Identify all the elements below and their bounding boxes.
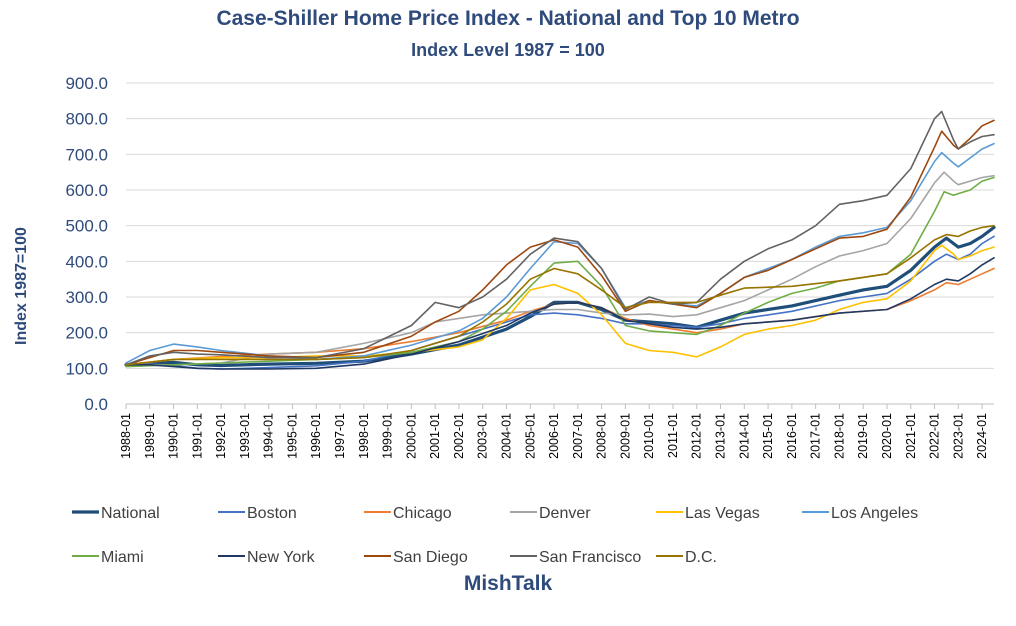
x-tick-label: 2005-01	[523, 413, 537, 459]
x-tick-label: 1994-01	[262, 413, 276, 459]
legend-label: San Francisco	[539, 549, 641, 566]
series-line-boston	[125, 235, 995, 370]
chart-title: Case-Shiller Home Price Index - National…	[216, 7, 799, 30]
x-tick-label: 2004-01	[499, 413, 513, 459]
x-tick-label: 2006-01	[547, 413, 561, 459]
x-tick-label: 2019-01	[856, 413, 870, 459]
series-line-national	[124, 225, 996, 368]
legend-label: National	[101, 505, 160, 522]
legend-label: Chicago	[393, 505, 452, 522]
x-tick-label: 2020-01	[880, 413, 894, 459]
legend-label: San Diego	[393, 549, 468, 566]
x-tick-label: 2015-01	[761, 413, 775, 459]
x-tick-label: 2022-01	[928, 413, 942, 459]
plot-area	[124, 110, 996, 370]
x-tick-label: 1991-01	[190, 413, 204, 459]
x-tick-label: 1988-01	[119, 413, 133, 459]
y-tick-label: 500.0	[65, 217, 108, 236]
series-line-new-york	[125, 256, 995, 370]
chart-subtitle: Index Level 1987 = 100	[411, 40, 605, 60]
x-tick-label: 2023-01	[951, 413, 965, 459]
x-tick-label: 1996-01	[309, 413, 323, 459]
x-tick-label: 2008-01	[595, 413, 609, 459]
series-line-denver	[125, 171, 995, 366]
x-tick-label: 2011-01	[666, 413, 680, 458]
x-tick-label: 1989-01	[143, 413, 157, 459]
y-tick-label: 700.0	[65, 145, 108, 164]
x-tick-label: 1997-01	[333, 413, 347, 459]
x-tick-label: 1995-01	[285, 413, 299, 459]
y-tick-label: 800.0	[65, 110, 108, 129]
y-tick-label: 900.0	[65, 74, 108, 93]
legend: National Boston Chicago Denver Las Vegas Los …	[72, 505, 918, 566]
x-tick-label: 2012-01	[690, 413, 704, 459]
x-tick-label: 2007-01	[571, 413, 585, 459]
x-tick-label: 1990-01	[167, 413, 181, 459]
legend-label: Boston	[247, 505, 297, 522]
x-tick-label: 1993-01	[238, 413, 252, 459]
y-tick-label: 100.0	[65, 359, 108, 378]
x-axis-ticks: 1988-01 1989-01 1990-01 1991-01 1992-01 1993-…	[119, 404, 989, 459]
x-tick-label: 2010-01	[642, 413, 656, 459]
legend-label: D.C.	[685, 549, 717, 566]
x-tick-label: 1998-01	[357, 413, 371, 459]
x-tick-label: 2017-01	[809, 413, 823, 459]
x-tick-label: 2001-01	[428, 413, 442, 459]
y-tick-label: 300.0	[65, 288, 108, 307]
series-line-san-francisco	[125, 110, 995, 366]
y-tick-label: 0.0	[84, 395, 108, 414]
x-tick-label: 2016-01	[785, 413, 799, 459]
legend-label: New York	[247, 549, 316, 566]
y-tick-label: 400.0	[65, 252, 108, 271]
series-line-los-angeles	[125, 142, 995, 364]
y-axis-ticks: 0.0 100.0 200.0 300.0 400.0 500.0 600.0 700.0 80…	[65, 74, 108, 414]
x-tick-label: 2002-01	[452, 413, 466, 459]
x-tick-label: 1992-01	[214, 413, 228, 459]
series-line-miami	[125, 176, 995, 368]
x-tick-label: 2000-01	[404, 413, 418, 459]
y-tick-label: 200.0	[65, 324, 108, 343]
y-tick-label: 600.0	[65, 181, 108, 200]
x-tick-label: 2014-01	[737, 413, 751, 459]
series-line-d-c	[125, 224, 995, 366]
legend-label: Miami	[101, 549, 144, 566]
legend-label: Las Vegas	[685, 505, 760, 522]
legend-label: Los Angeles	[831, 505, 918, 522]
legend-label: Denver	[539, 505, 591, 522]
y-axis-label: Index 1987=100	[13, 227, 30, 345]
series-line-chicago	[125, 267, 995, 366]
x-tick-label: 2018-01	[832, 413, 846, 459]
brand-label: MishTalk	[464, 572, 553, 595]
gridlines	[126, 82, 994, 405]
x-tick-label: 2021-01	[904, 413, 918, 459]
x-tick-label: 2013-01	[714, 413, 728, 459]
x-tick-label: 2009-01	[618, 413, 632, 459]
x-tick-label: 2024-01	[975, 413, 989, 459]
x-tick-label: 2003-01	[476, 413, 490, 459]
x-tick-label: 1999-01	[381, 413, 395, 459]
